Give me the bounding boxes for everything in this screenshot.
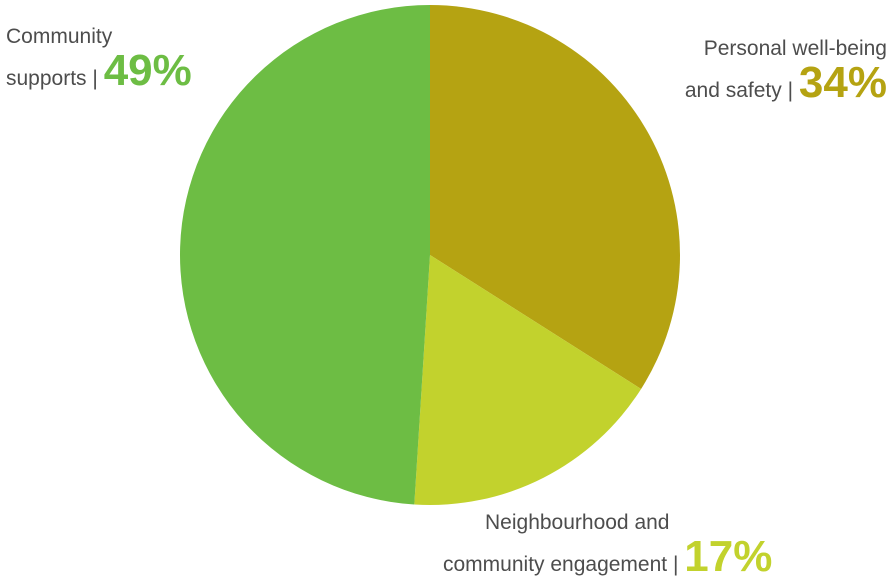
slice-name-line2: and safety [684, 79, 782, 103]
slice-label-neighbourhood: Neighbourhood and community engagement |… [443, 510, 772, 579]
pie-slice-community-supports [179, 5, 430, 505]
slice-name-line1: Community [6, 25, 113, 48]
slice-name-line1: Personal well-being [703, 37, 887, 60]
slice-label-personal-well-being: Personal well-being and safety | 34% [685, 36, 887, 105]
pie-slice-neighbourhood [414, 255, 642, 505]
pie-slice-personal-well-being [430, 5, 680, 389]
separator: | [672, 553, 679, 577]
slice-value-label: 34% [798, 58, 887, 108]
slice-name-line1: Neighbourhood and [485, 511, 670, 534]
separator: | [787, 79, 794, 103]
separator: | [92, 67, 98, 91]
slice-value-label: 17% [684, 532, 773, 581]
slice-name-line2: community engagement [443, 553, 668, 577]
slice-name-line2: supports [6, 67, 87, 91]
slice-label-community-supports: Community supports | 49% [6, 24, 192, 93]
slice-value-label: 49% [103, 46, 192, 96]
